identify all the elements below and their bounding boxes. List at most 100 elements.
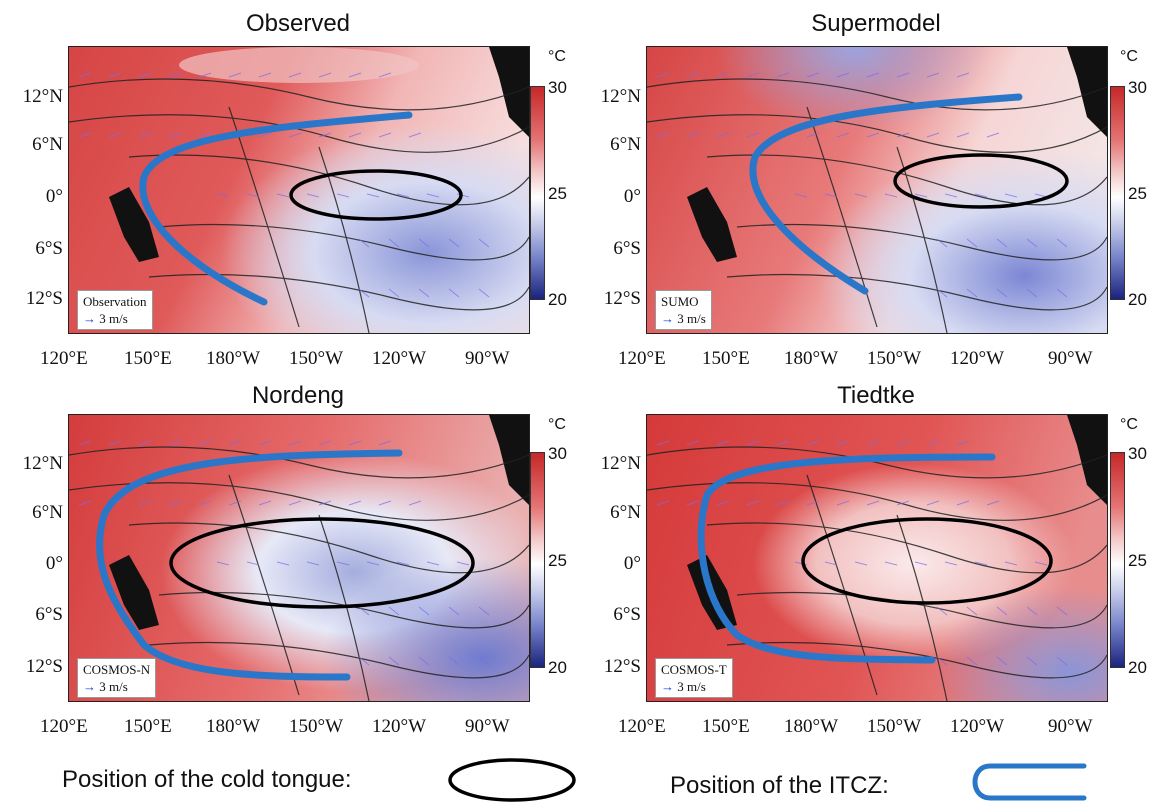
lat-tick: 12°N [22, 453, 63, 474]
model-legend-name: SUMO [661, 294, 699, 309]
lon-tick: 120°W [950, 716, 1005, 737]
colorbar-tick: 25 [1128, 551, 1147, 570]
colorbar [1110, 452, 1125, 668]
model-legend-name: COSMOS-N [83, 662, 151, 677]
lat-tick: 12°N [22, 86, 63, 107]
model-legend-name: Observation [83, 294, 147, 309]
model-legend-name: COSMOS-T [661, 662, 727, 677]
colorbar-tick: 30 [548, 444, 567, 463]
panel-title: Supermodel [811, 10, 941, 37]
lon-tick: 150°W [289, 348, 344, 369]
lon-tick: 120°E [618, 348, 666, 369]
lat-tick: 12°N [600, 86, 641, 107]
lat-tick: 6°S [613, 604, 641, 625]
colorbar-tick: 25 [1128, 184, 1147, 203]
colorbar-unit: °C [548, 48, 566, 65]
lon-tick: 150°E [702, 348, 750, 369]
lon-tick: 150°E [124, 348, 172, 369]
model-legend: SUMO → 3 m/s [655, 290, 712, 330]
colorbar-tick: 30 [1128, 78, 1147, 97]
cold-tongue-legend-icon [448, 758, 576, 802]
colorbar-unit: °C [1120, 416, 1138, 433]
lat-tick: 6°N [610, 502, 641, 523]
panel-title: Nordeng [251, 382, 345, 409]
lat-tick: 6°N [32, 134, 63, 155]
lat-tick: 6°N [32, 502, 63, 523]
lon-tick: 120°W [372, 348, 427, 369]
lon-tick: 120°E [40, 716, 88, 737]
lat-tick: 12°S [603, 288, 641, 309]
model-legend: COSMOS-N → 3 m/s [77, 658, 157, 698]
colorbar-tick: 20 [548, 658, 567, 677]
lon-tick: 120°W [372, 716, 427, 737]
lon-tick: 180°W [784, 348, 839, 369]
colorbar-tick: 25 [548, 551, 567, 570]
lat-tick: 12°S [25, 656, 63, 677]
lon-tick: 90°W [1048, 348, 1093, 369]
colorbar [530, 86, 545, 300]
itcz-marker [139, 111, 413, 306]
lon-tick: 150°E [702, 716, 750, 737]
lat-tick: 12°S [25, 288, 63, 309]
wind-scale: 3 m/s [99, 679, 128, 694]
wind-scale: 3 m/s [677, 311, 706, 326]
itcz-marker [96, 449, 403, 681]
wind-scale: 3 m/s [677, 679, 706, 694]
colorbar-tick: 30 [548, 78, 567, 97]
wind-scale: 3 m/s [99, 311, 128, 326]
map-tiedtke: COSMOS-T → 3 m/s [646, 414, 1108, 702]
lon-tick: 90°W [465, 716, 510, 737]
colorbar-tick: 20 [548, 290, 567, 309]
wind-arrow-icon: → [661, 679, 674, 694]
panel-title: Observed [245, 10, 351, 37]
model-legend: COSMOS-T → 3 m/s [655, 658, 733, 698]
colorbar-tick: 20 [1128, 290, 1147, 309]
panel-title: Tiedtke [837, 382, 915, 409]
lon-tick: 90°W [465, 348, 510, 369]
lon-tick: 150°W [867, 716, 922, 737]
map-supermodel: SUMO → 3 m/s [646, 46, 1108, 334]
colorbar-tick: 30 [1128, 444, 1147, 463]
wind-arrow-icon: → [661, 311, 674, 326]
map-observed: Observation → 3 m/s [68, 46, 530, 334]
itcz-legend-label: Position of the ITCZ: [670, 772, 889, 799]
lon-tick: 150°W [289, 716, 344, 737]
cold-tongue-legend-label: Position of the cold tongue: [62, 766, 352, 793]
lon-tick: 180°W [206, 716, 261, 737]
cold-tongue-marker [801, 517, 1053, 605]
colorbar [530, 452, 545, 668]
wind-arrow-icon: → [83, 311, 96, 326]
colorbar-unit: °C [548, 416, 566, 433]
lat-tick: 6°S [35, 238, 63, 259]
itcz-marker [749, 93, 1023, 295]
lon-tick: 120°E [618, 716, 666, 737]
colorbar-unit: °C [1120, 48, 1138, 65]
lon-tick: 180°W [206, 348, 261, 369]
model-legend: Observation → 3 m/s [77, 290, 153, 330]
lat-tick: 0° [45, 553, 63, 574]
lat-tick: 0° [623, 186, 641, 207]
lat-tick: 12°S [603, 656, 641, 677]
itcz-marker [697, 453, 996, 664]
lat-tick: 12°N [600, 453, 641, 474]
lat-tick: 6°S [35, 604, 63, 625]
lat-tick: 0° [623, 553, 641, 574]
lon-tick: 180°W [784, 716, 839, 737]
cold-tongue-marker [289, 169, 463, 221]
lat-tick: 0° [45, 186, 63, 207]
lon-tick: 150°W [867, 348, 922, 369]
cold-tongue-marker [169, 517, 475, 609]
cold-tongue-marker [893, 153, 1069, 209]
lat-tick: 6°N [610, 134, 641, 155]
colorbar-tick: 25 [548, 184, 567, 203]
lon-tick: 150°E [124, 716, 172, 737]
colorbar [1110, 86, 1125, 300]
itcz-legend-icon [972, 763, 1087, 801]
lat-tick: 6°S [613, 238, 641, 259]
colorbar-tick: 20 [1128, 658, 1147, 677]
wind-arrow-icon: → [83, 679, 96, 694]
lon-tick: 120°E [40, 348, 88, 369]
lon-tick: 120°W [950, 348, 1005, 369]
lon-tick: 90°W [1048, 716, 1093, 737]
map-nordeng: COSMOS-N → 3 m/s [68, 414, 530, 702]
